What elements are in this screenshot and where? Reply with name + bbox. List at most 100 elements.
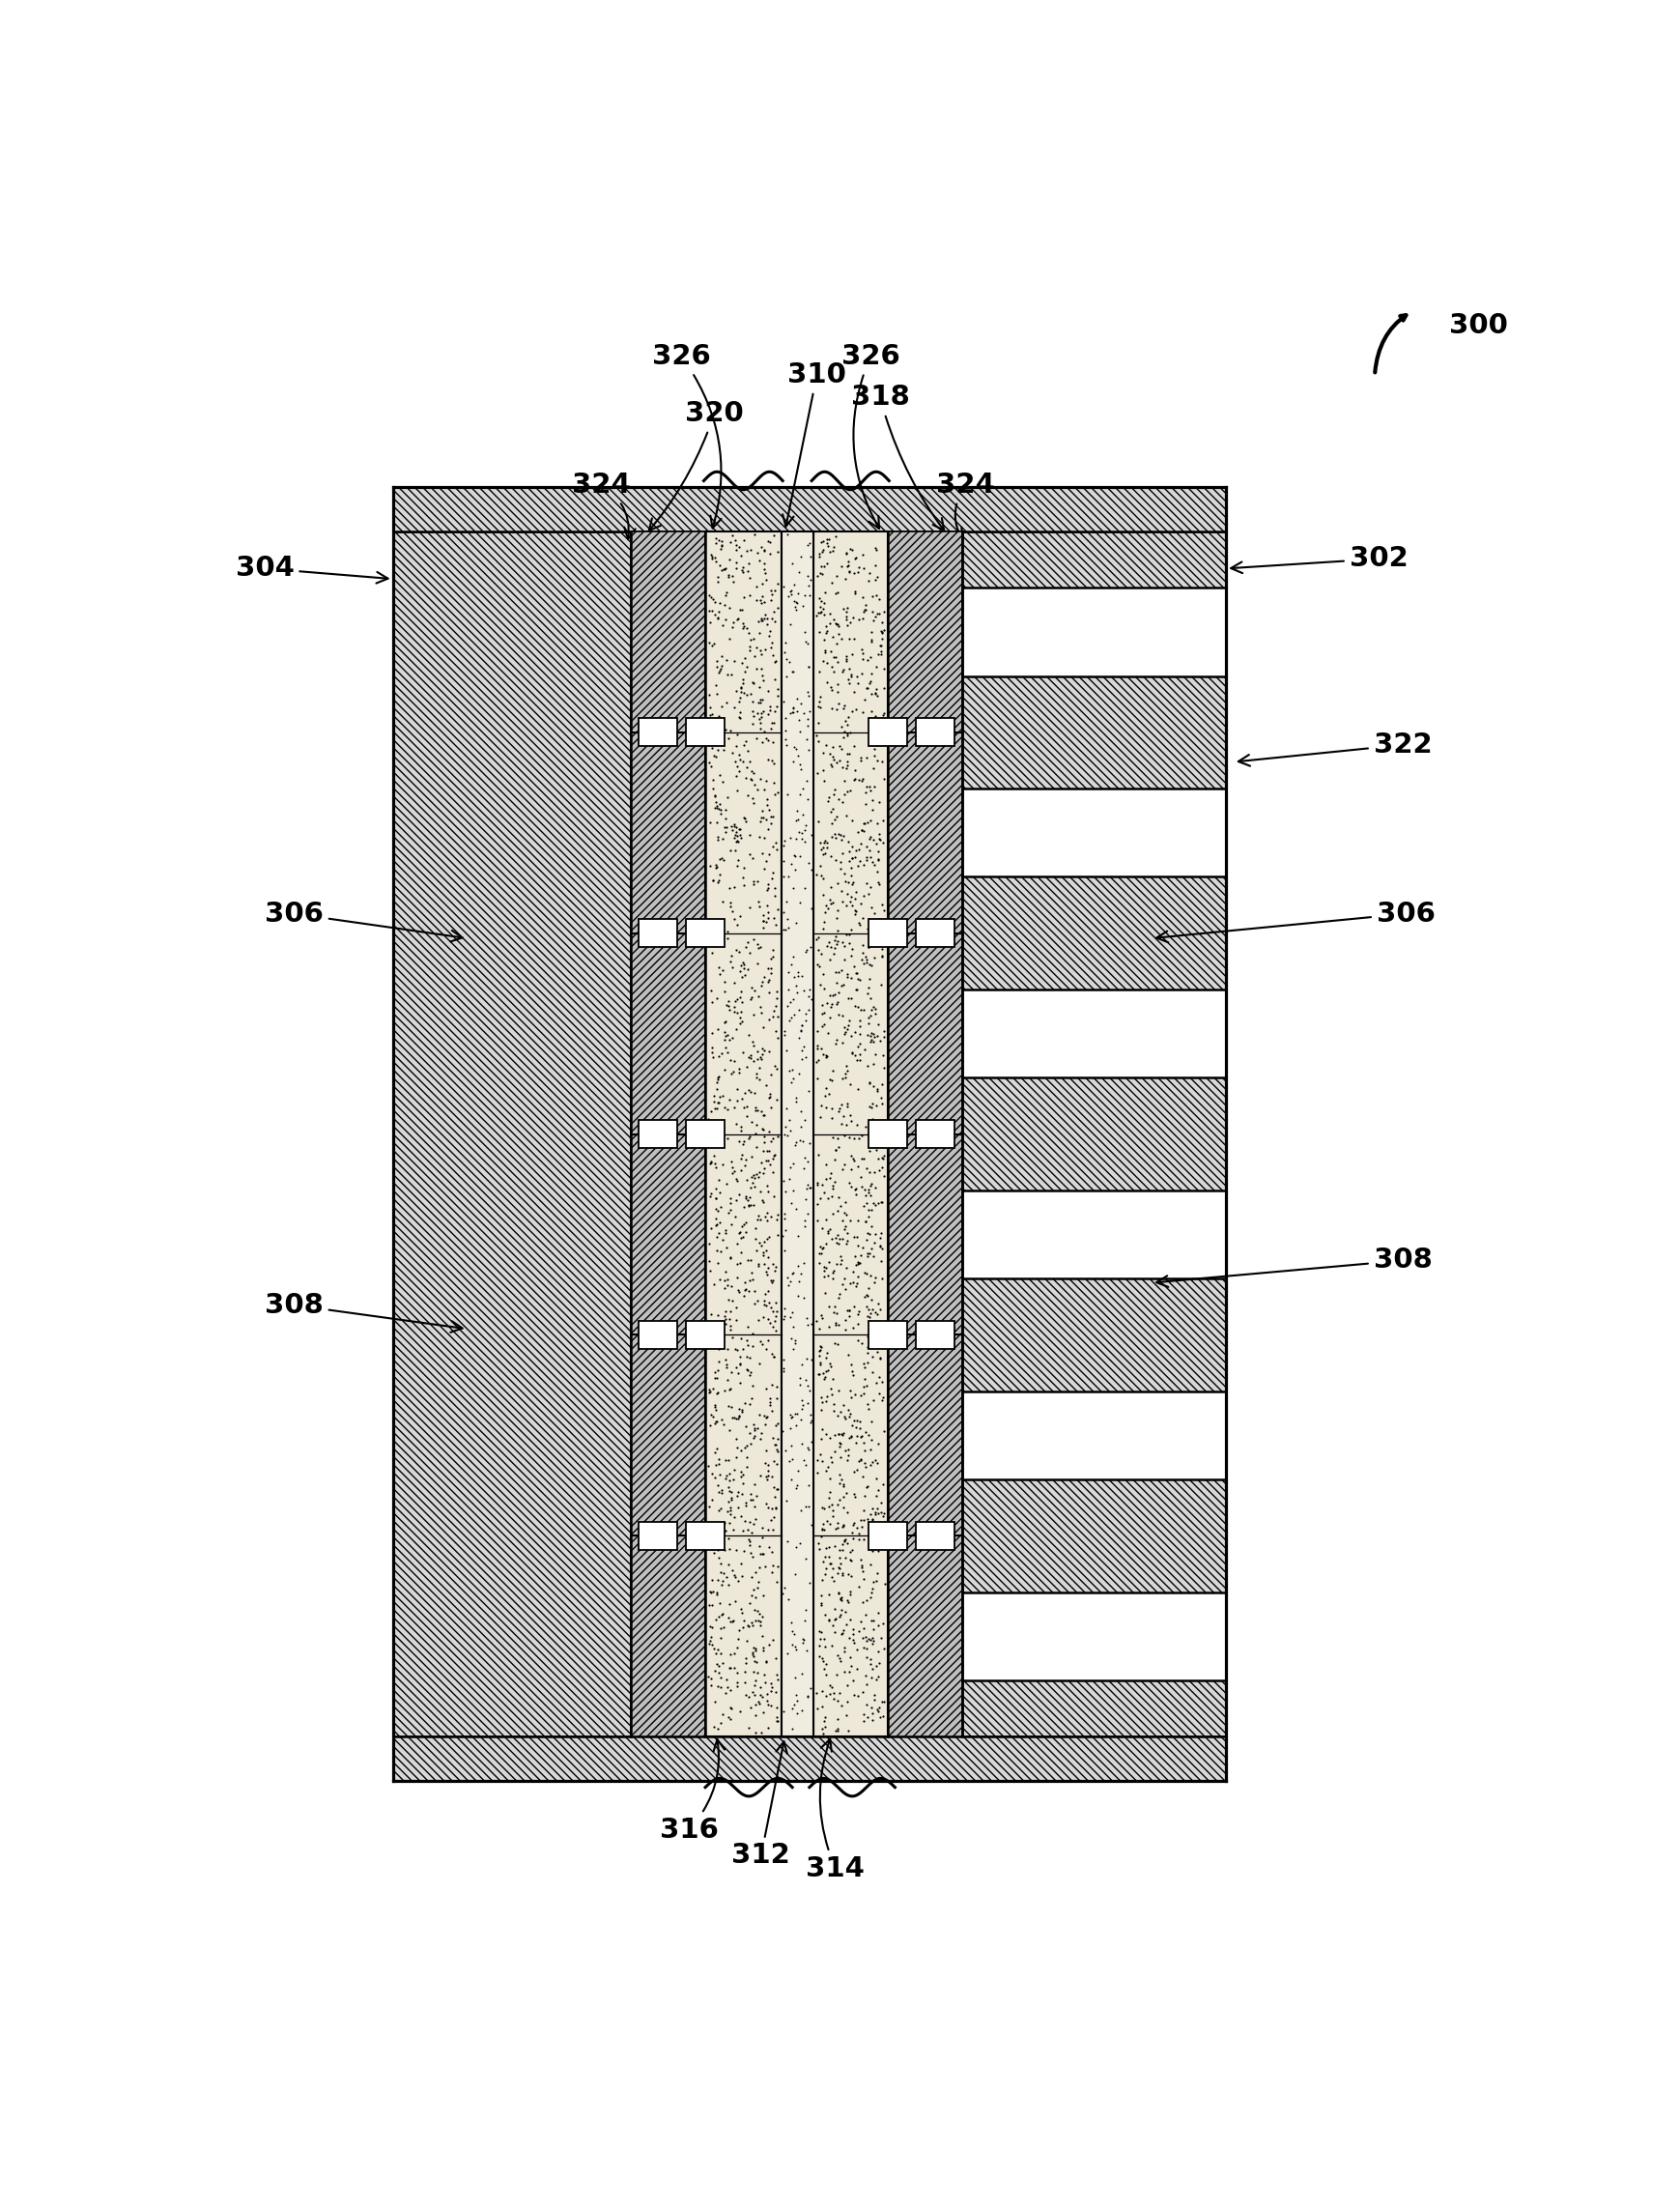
Point <box>811 1415 838 1451</box>
Point <box>810 1250 837 1285</box>
Point <box>758 1336 785 1371</box>
Point <box>748 565 774 601</box>
Point <box>838 1532 865 1568</box>
Point <box>731 1265 758 1301</box>
Point <box>845 1570 872 1605</box>
Point <box>714 1018 741 1053</box>
Point <box>838 1406 865 1442</box>
Point <box>746 1669 773 1705</box>
Point <box>702 804 729 839</box>
Point <box>732 1323 759 1358</box>
Point <box>793 1197 820 1232</box>
Point <box>840 620 867 656</box>
Point <box>857 1091 884 1126</box>
Point <box>739 1506 766 1541</box>
Point <box>761 870 788 905</box>
Point <box>860 1020 887 1055</box>
Point <box>771 1212 798 1248</box>
Point <box>696 848 722 883</box>
Point <box>835 843 862 879</box>
Point <box>697 1296 724 1331</box>
Point <box>697 749 724 784</box>
Point <box>704 1506 731 1541</box>
Point <box>850 991 877 1027</box>
Point <box>726 1007 753 1042</box>
Point <box>749 1327 776 1362</box>
Point <box>731 1142 758 1177</box>
Point <box>858 704 885 740</box>
Point <box>865 1473 892 1508</box>
Point <box>818 1179 845 1214</box>
Point <box>706 1656 732 1691</box>
Point <box>709 841 736 877</box>
Point <box>764 1663 791 1698</box>
Point <box>717 938 744 974</box>
Point <box>810 1252 837 1287</box>
Point <box>848 1168 875 1203</box>
Point <box>857 1177 884 1212</box>
Point <box>754 1274 781 1309</box>
Point <box>823 923 850 958</box>
Point <box>786 777 813 813</box>
Point <box>810 1175 837 1210</box>
Point <box>743 1603 769 1638</box>
Point <box>704 1206 731 1241</box>
Point <box>758 1674 785 1709</box>
Point <box>749 1186 776 1221</box>
Point <box>729 1466 756 1501</box>
Point <box>702 740 729 775</box>
Point <box>850 1362 877 1398</box>
Point <box>743 1283 769 1318</box>
Point <box>813 830 840 866</box>
Point <box>753 1331 780 1367</box>
Point <box>707 1669 734 1705</box>
Point <box>732 1440 759 1475</box>
Point <box>727 1142 754 1177</box>
Point <box>702 1391 729 1426</box>
Point <box>830 1387 857 1422</box>
Point <box>857 676 884 711</box>
Point <box>850 879 877 914</box>
Point <box>724 1400 751 1435</box>
Point <box>746 1398 773 1433</box>
Point <box>808 987 835 1022</box>
Point <box>853 1239 880 1274</box>
Point <box>816 793 843 828</box>
Point <box>749 1133 776 1168</box>
Point <box>835 1294 862 1329</box>
Point <box>748 1519 774 1554</box>
Point <box>813 609 840 645</box>
Point <box>852 1203 879 1239</box>
Point <box>790 972 816 1007</box>
Point <box>754 1239 781 1274</box>
Point <box>763 832 790 868</box>
Point <box>811 1071 838 1106</box>
Point <box>739 1420 766 1455</box>
Point <box>805 1334 832 1369</box>
Point <box>702 1404 729 1440</box>
Point <box>753 1221 780 1256</box>
Point <box>811 1276 838 1312</box>
Point <box>840 1144 867 1179</box>
Point <box>704 819 731 854</box>
Point <box>837 1420 864 1455</box>
Point <box>823 985 850 1020</box>
Point <box>848 901 875 936</box>
Point <box>702 846 729 881</box>
Point <box>806 526 833 561</box>
Point <box>727 1002 754 1038</box>
Point <box>780 744 806 779</box>
Point <box>696 1225 722 1261</box>
Point <box>722 1630 749 1665</box>
Point <box>825 616 852 651</box>
Point <box>823 1217 850 1252</box>
Point <box>862 1261 889 1296</box>
Point <box>743 1232 769 1267</box>
Point <box>706 910 732 945</box>
Point <box>793 1170 820 1206</box>
Point <box>816 1000 843 1036</box>
Point <box>744 684 771 720</box>
Point <box>858 1528 885 1563</box>
Point <box>848 537 875 572</box>
Point <box>706 698 732 733</box>
